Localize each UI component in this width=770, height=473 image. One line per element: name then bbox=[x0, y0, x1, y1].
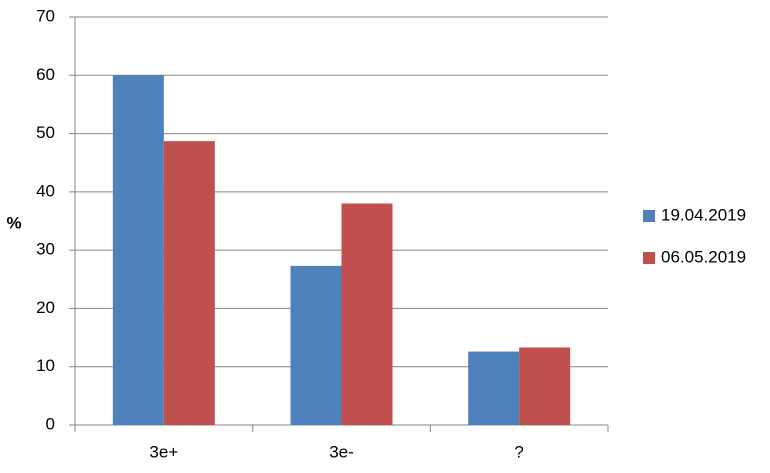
legend-swatch bbox=[643, 210, 655, 222]
legend-label: 19.04.2019 bbox=[661, 205, 746, 224]
y-axis-label: % bbox=[6, 213, 21, 232]
x-tick-label: 3e+ bbox=[149, 442, 178, 461]
y-tick-label: 50 bbox=[36, 123, 55, 142]
bar bbox=[341, 203, 393, 425]
y-tick-label: 0 bbox=[46, 414, 55, 433]
x-tick-label: ? bbox=[514, 442, 523, 461]
legend-swatch bbox=[643, 252, 655, 264]
y-tick-label: 60 bbox=[36, 65, 55, 84]
y-tick-label: 30 bbox=[36, 240, 55, 259]
bar bbox=[468, 351, 520, 425]
x-tick-label: 3e- bbox=[329, 442, 354, 461]
bar bbox=[519, 347, 571, 425]
y-tick-label: 70 bbox=[36, 6, 55, 25]
bar bbox=[112, 75, 164, 426]
bar bbox=[163, 141, 215, 426]
legend-label: 06.05.2019 bbox=[661, 247, 746, 266]
y-tick-label: 40 bbox=[36, 181, 55, 200]
bar bbox=[290, 265, 342, 425]
y-tick-label: 10 bbox=[36, 356, 55, 375]
y-tick-label: 20 bbox=[36, 298, 55, 317]
